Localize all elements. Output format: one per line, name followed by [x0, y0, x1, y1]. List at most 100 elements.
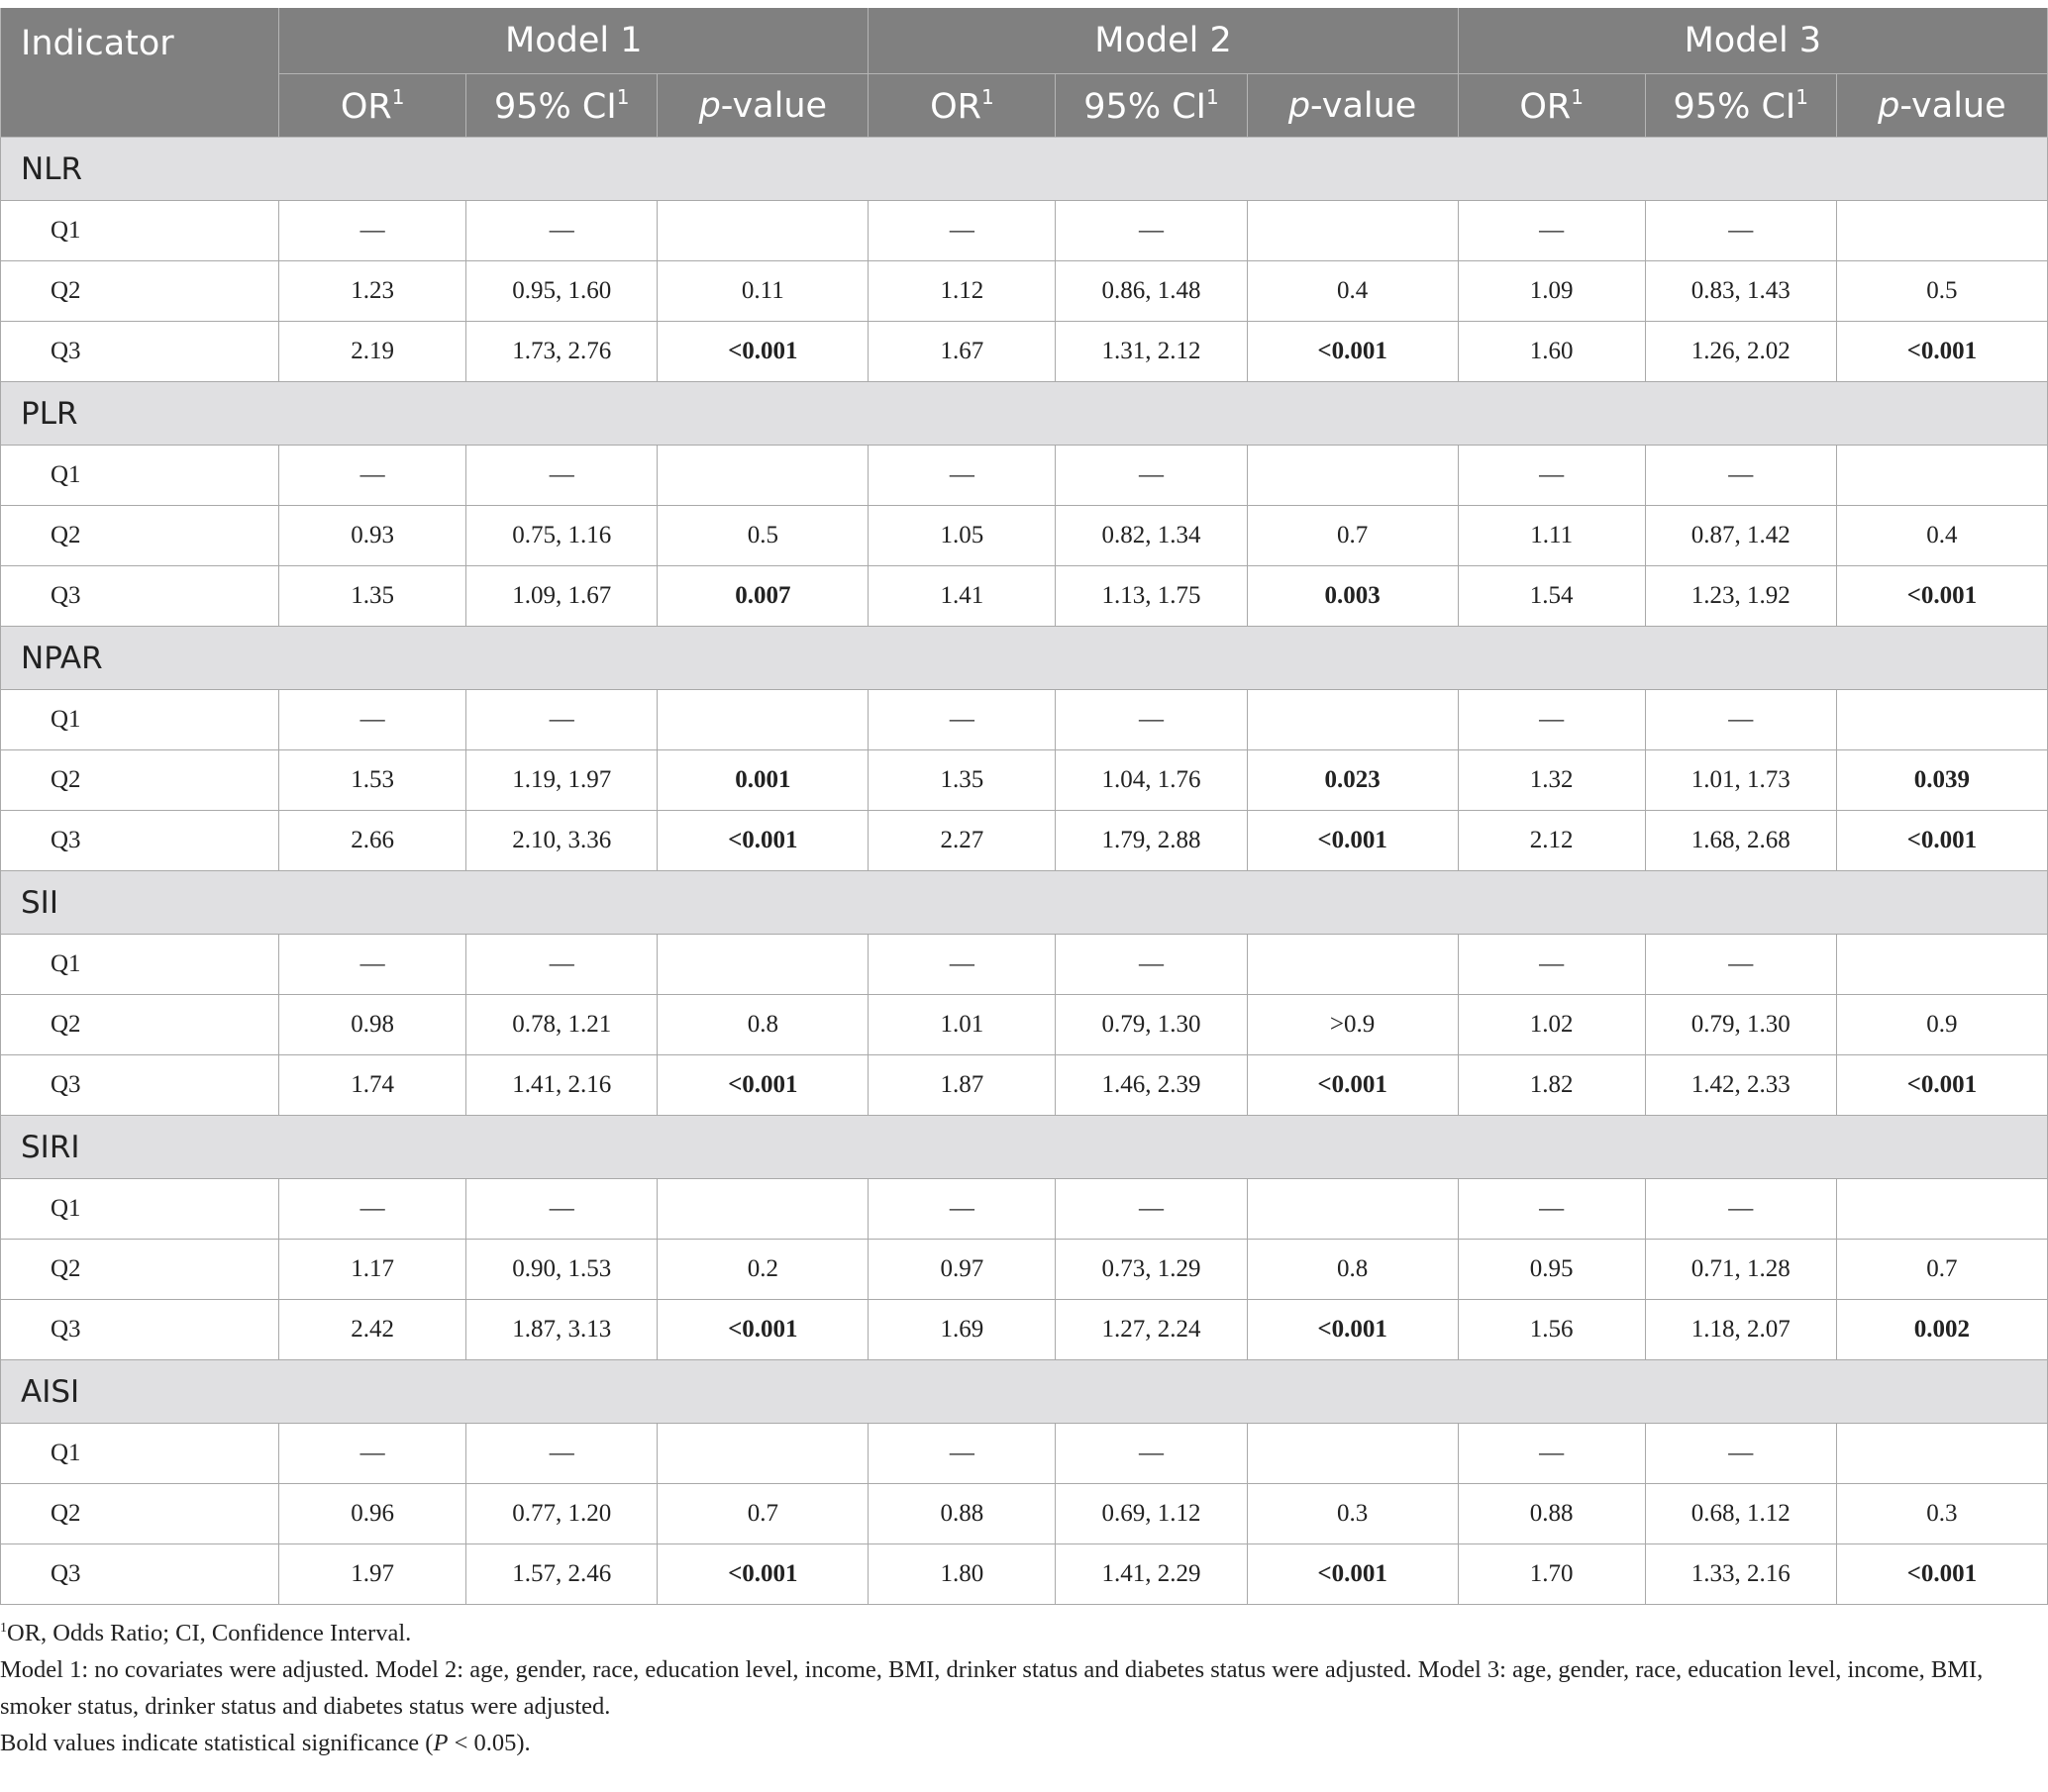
table-row: Q1— — — — — —	[0, 1178, 2048, 1240]
ci-cell: —	[465, 1178, 659, 1240]
indicator-group-label: AISI	[0, 1359, 2048, 1424]
ci-cell: 0.69, 1.12	[1055, 1483, 1248, 1544]
table-footnotes: 1OR, Odds Ratio; CI, Confidence Interval…	[0, 1610, 2048, 1761]
ci-cell: 0.79, 1.30	[1055, 994, 1248, 1055]
p-value-cell	[1835, 1178, 2048, 1240]
ci-cell: 1.57, 2.46	[465, 1543, 659, 1605]
ci-cell: 1.87, 3.13	[465, 1299, 659, 1360]
odds-ratio-cell: —	[1457, 1178, 1646, 1240]
ci-cell: 0.71, 1.28	[1644, 1239, 1837, 1300]
confidence-interval-header: 95% CI1	[1055, 73, 1248, 138]
p-value-cell: <0.001	[657, 1054, 870, 1116]
footnote-bold: Bold values indicate statistical signifi…	[0, 1730, 531, 1756]
footnote-marker: 1	[0, 1621, 7, 1636]
ci-cell: —	[465, 200, 659, 261]
p-value-cell	[657, 200, 870, 261]
table-row: Q1— — — — — —	[0, 200, 2048, 261]
ci-cell: 1.41, 2.16	[465, 1054, 659, 1116]
ci-cell: 0.83, 1.43	[1644, 260, 1837, 322]
p-value-cell	[657, 1423, 870, 1484]
quartile-label: Q1	[0, 689, 280, 750]
table-row: Q3 1.74 1.41, 2.16 <0.001 1.87 1.46, 2.39 <0.0…	[0, 1054, 2048, 1116]
odds-ratio-cell: 1.09	[1457, 260, 1646, 322]
confidence-interval-header: 95% CI1	[1644, 73, 1837, 138]
quartile-label: Q2	[0, 994, 280, 1055]
odds-ratio-cell: —	[868, 445, 1057, 506]
p-value-cell: 0.023	[1246, 749, 1459, 811]
p-value-cell: 0.2	[657, 1239, 870, 1300]
table-row: Q2 0.93 0.75, 1.16 0.5 1.05 0.82, 1.34 0.7 1.11…	[0, 505, 2048, 566]
table-row: Q3 2.19 1.73, 2.76 <0.001 1.67 1.31, 2.12 <0.0…	[0, 321, 2048, 382]
ci-cell: —	[465, 1423, 659, 1484]
quartile-label: Q2	[0, 1239, 280, 1300]
ci-cell: —	[1644, 1178, 1837, 1240]
p-value-cell: 0.003	[1246, 565, 1459, 627]
table-row: Q3 2.66 2.10, 3.36 <0.001 2.27 1.79, 2.88 <0.0…	[0, 810, 2048, 871]
indicator-group-label: NLR	[0, 137, 2048, 201]
odds-ratio-cell: 2.66	[278, 810, 467, 871]
odds-ratio-cell: —	[1457, 934, 1646, 995]
p-value-header: p-value	[1246, 73, 1459, 138]
p-value-cell: 0.4	[1246, 260, 1459, 322]
indicator-group-label: PLR	[0, 381, 2048, 446]
p-value-cell: 0.039	[1835, 749, 2048, 811]
p-value-cell: <0.001	[1835, 1543, 2048, 1605]
odds-ratio-cell: —	[278, 689, 467, 750]
table-row: Q1— — — — — —	[0, 934, 2048, 995]
p-value-cell: 0.3	[1835, 1483, 2048, 1544]
odds-ratio-cell: 0.95	[1457, 1239, 1646, 1300]
ci-cell: —	[1055, 1423, 1248, 1484]
quartile-label: Q1	[0, 934, 280, 995]
indicator-group-label: SIRI	[0, 1115, 2048, 1179]
footnote-abbreviations: 1OR, Odds Ratio; CI, Confidence Interval…	[0, 1620, 412, 1646]
ci-cell: 1.46, 2.39	[1055, 1054, 1248, 1116]
quartile-label: Q1	[0, 1178, 280, 1240]
p-value-cell: >0.9	[1246, 994, 1459, 1055]
p-value-cell	[1246, 689, 1459, 750]
odds-ratio-cell: 1.12	[868, 260, 1057, 322]
odds-ratio-cell: 1.35	[868, 749, 1057, 811]
ci-cell: 1.79, 2.88	[1055, 810, 1248, 871]
ci-cell: 0.87, 1.42	[1644, 505, 1837, 566]
model-1-header: Model 1	[278, 8, 870, 74]
indicator-group-row: PLR	[0, 381, 2048, 446]
table-row: Q1— — — — — —	[0, 445, 2048, 506]
ci-cell: 1.73, 2.76	[465, 321, 659, 382]
ci-cell: 0.95, 1.60	[465, 260, 659, 322]
table-row: Q3 1.35 1.09, 1.67 0.007 1.41 1.13, 1.75 0.003…	[0, 565, 2048, 627]
quartile-label: Q3	[0, 1054, 280, 1116]
indicator-group-label: SII	[0, 870, 2048, 935]
p-value-cell: 0.4	[1835, 505, 2048, 566]
p-value-cell	[657, 689, 870, 750]
p-value-cell	[1246, 445, 1459, 506]
odds-ratio-cell: 0.96	[278, 1483, 467, 1544]
ci-cell: 1.42, 2.33	[1644, 1054, 1837, 1116]
odds-ratio-cell: 1.70	[1457, 1543, 1646, 1605]
odds-ratio-cell: 1.35	[278, 565, 467, 627]
ci-cell: 1.31, 2.12	[1055, 321, 1248, 382]
p-value-cell: <0.001	[1835, 810, 2048, 871]
p-value-cell	[657, 1178, 870, 1240]
confidence-interval-header: 95% CI1	[465, 73, 659, 138]
p-value-cell: 0.8	[1246, 1239, 1459, 1300]
table-row: Q2 0.96 0.77, 1.20 0.7 0.88 0.69, 1.12 0.3 0.88…	[0, 1483, 2048, 1544]
p-value-cell: <0.001	[1246, 810, 1459, 871]
odds-ratio-cell: 0.97	[868, 1239, 1057, 1300]
ci-cell: —	[1055, 1178, 1248, 1240]
odds-ratio-cell: 1.53	[278, 749, 467, 811]
odds-ratio-cell: 1.87	[868, 1054, 1057, 1116]
odds-ratio-cell: 1.80	[868, 1543, 1057, 1605]
quartile-label: Q2	[0, 505, 280, 566]
quartile-label: Q2	[0, 749, 280, 811]
quartile-label: Q3	[0, 565, 280, 627]
ci-cell: 2.10, 3.36	[465, 810, 659, 871]
ci-cell: —	[465, 934, 659, 995]
ci-cell: —	[465, 445, 659, 506]
table-row: Q2 1.17 0.90, 1.53 0.2 0.97 0.73, 1.29 0.8 0.95…	[0, 1239, 2048, 1300]
table-row: Q2 0.98 0.78, 1.21 0.8 1.01 0.79, 1.30 >0.9 1.0…	[0, 994, 2048, 1055]
p-value-cell: <0.001	[1246, 1299, 1459, 1360]
p-value-cell: <0.001	[1835, 321, 2048, 382]
ci-cell: —	[1644, 934, 1837, 995]
ci-cell: 1.33, 2.16	[1644, 1543, 1837, 1605]
ci-cell: 0.75, 1.16	[465, 505, 659, 566]
